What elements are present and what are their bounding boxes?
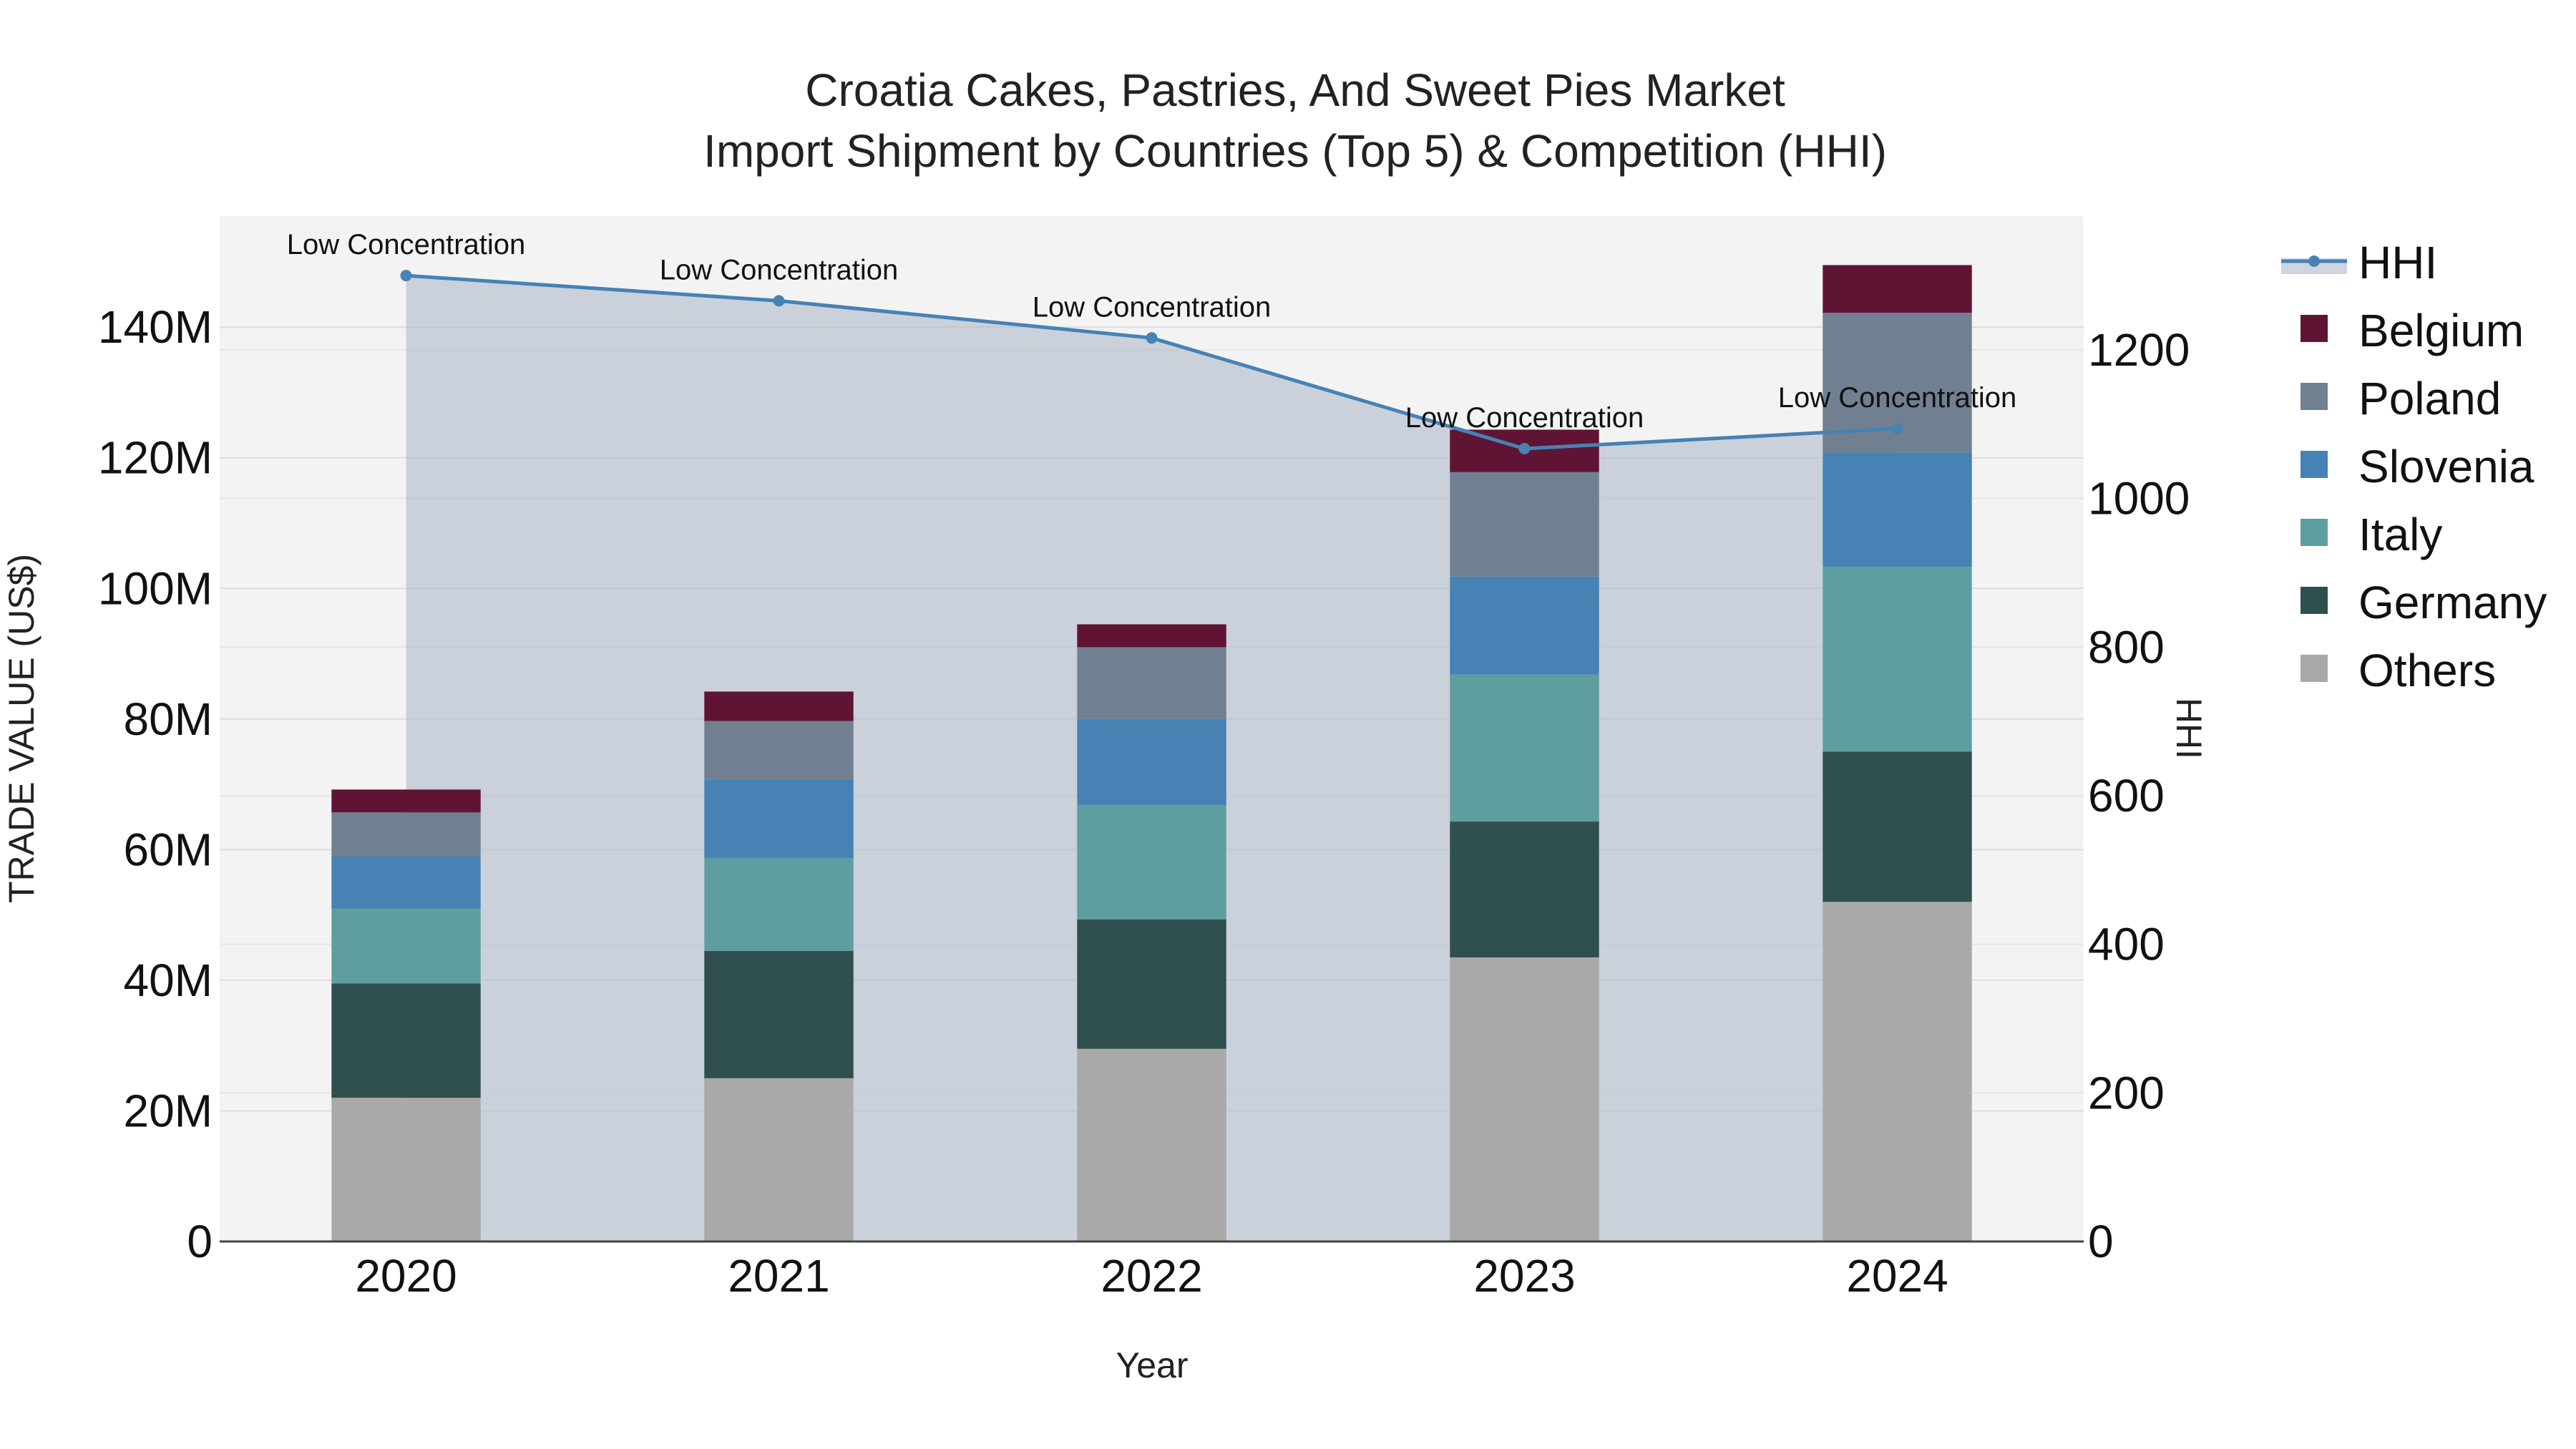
hhi-line-group: Low Concentration Low Concentration Low Co… [287, 229, 2017, 455]
x-tick-label: 2020 [355, 1250, 457, 1302]
hhi-annotation: Low Concentration [660, 254, 899, 286]
legend-label-slovenia: Slovenia [2358, 441, 2534, 492]
legend-label-germany: Germany [2358, 577, 2547, 628]
hhi-annotation: Low Concentration [287, 229, 526, 260]
legend-swatch-belgium [2301, 315, 2328, 342]
x-axis-title: Year [1116, 1345, 1188, 1385]
x-tick-label: 2024 [1846, 1250, 1948, 1302]
y2-tick-label: 200 [2088, 1067, 2165, 1118]
hhi-annotation: Low Concentration [1033, 291, 1272, 323]
bar-segment-others [1077, 1048, 1226, 1241]
legend-label-hhi: HHI [2358, 237, 2437, 288]
legend-swatch-germany [2301, 587, 2328, 614]
y2-tick-label: 600 [2088, 770, 2165, 821]
y-tick-label: 120M [98, 432, 213, 484]
bar-segment-poland [1450, 472, 1599, 577]
bar-segment-others [1823, 902, 1972, 1241]
bar-segment-germany [704, 950, 854, 1078]
bar-segment-italy [704, 858, 854, 951]
x-axis-ticks: 2020 2021 2022 2023 2024 [355, 1250, 1948, 1302]
bar-segment-poland [704, 721, 854, 780]
hhi-marker [1518, 443, 1531, 455]
legend-label-belgium: Belgium [2358, 305, 2524, 356]
bar-segment-italy [1823, 567, 1972, 752]
legend-label-poland: Poland [2358, 373, 2501, 424]
bar-segment-italy [331, 908, 481, 984]
y-tick-label: 40M [124, 955, 213, 1006]
legend-swatch-italy [2301, 519, 2328, 546]
chart-title-line2: Import Shipment by Countries (Top 5) & C… [703, 125, 1887, 177]
y-tick-label: 80M [124, 693, 213, 745]
bar-segment-others [1450, 957, 1599, 1241]
bar-segment-slovenia [1077, 718, 1226, 806]
bar-segment-italy [1450, 674, 1599, 822]
hhi-marker [773, 295, 785, 307]
bar-segment-slovenia [1823, 452, 1972, 567]
bar-segment-belgium [331, 789, 481, 813]
y-tick-label: 100M [98, 562, 213, 614]
legend-swatch-hhi-marker [2308, 255, 2320, 267]
bar-segment-slovenia [1450, 576, 1599, 675]
hhi-marker [400, 270, 412, 282]
hhi-marker [1891, 422, 1903, 434]
bar-segment-belgium [1823, 265, 1972, 313]
y-tick-label: 20M [124, 1085, 213, 1136]
legend-swatch-slovenia [2301, 451, 2328, 478]
y2-axis-title: HHI [2169, 698, 2209, 759]
bar-segment-others [331, 1098, 481, 1241]
y2-tick-label: 1200 [2088, 324, 2190, 376]
bars [331, 265, 1972, 1241]
bar-segment-others [704, 1078, 854, 1241]
bar-segment-germany [1450, 821, 1599, 957]
bar-segment-poland [331, 812, 481, 857]
bar-segment-poland [1077, 647, 1226, 719]
y-tick-label: 60M [124, 824, 213, 875]
y-axis-ticks: 0 20M 40M 60M 80M 100M 120M 140M [98, 301, 213, 1267]
bar-segment-italy [1077, 805, 1226, 920]
y2-tick-label: 0 [2088, 1216, 2114, 1267]
y-tick-label: 0 [187, 1216, 213, 1267]
y-axis-title: TRADE VALUE (US$) [1, 554, 42, 903]
y2-tick-label: 400 [2088, 919, 2165, 970]
x-tick-label: 2023 [1473, 1250, 1575, 1302]
legend-swatch-poland [2301, 383, 2328, 410]
y2-tick-label: 800 [2088, 621, 2165, 673]
x-tick-label: 2022 [1101, 1250, 1202, 1302]
y2-tick-label: 1000 [2088, 473, 2190, 525]
legend-swatch-others [2301, 655, 2328, 682]
legend-label-others: Others [2358, 645, 2496, 696]
x-tick-label: 2021 [728, 1250, 829, 1302]
bar-segment-slovenia [704, 779, 854, 859]
bar-segment-germany [1077, 919, 1226, 1049]
legend-label-italy: Italy [2358, 509, 2442, 560]
bar-segment-germany [331, 983, 481, 1098]
bar-segment-slovenia [331, 856, 481, 909]
bar-segment-belgium [1077, 624, 1226, 648]
hhi-annotation: Low Concentration [1778, 382, 2017, 414]
hhi-marker [1146, 332, 1158, 344]
bar-segment-germany [1823, 751, 1972, 902]
hhi-annotation: Low Concentration [1405, 402, 1644, 434]
bar-segment-belgium [704, 691, 854, 721]
y2-axis-ticks: 0 200 400 600 800 1000 1200 [2088, 324, 2190, 1267]
legend: HHI Belgium Poland Slovenia Italy Germany Othe… [2281, 237, 2547, 696]
y-tick-label: 140M [98, 301, 213, 353]
chart-title-line1: Croatia Cakes, Pastries, And Sweet Pies … [805, 64, 1785, 116]
